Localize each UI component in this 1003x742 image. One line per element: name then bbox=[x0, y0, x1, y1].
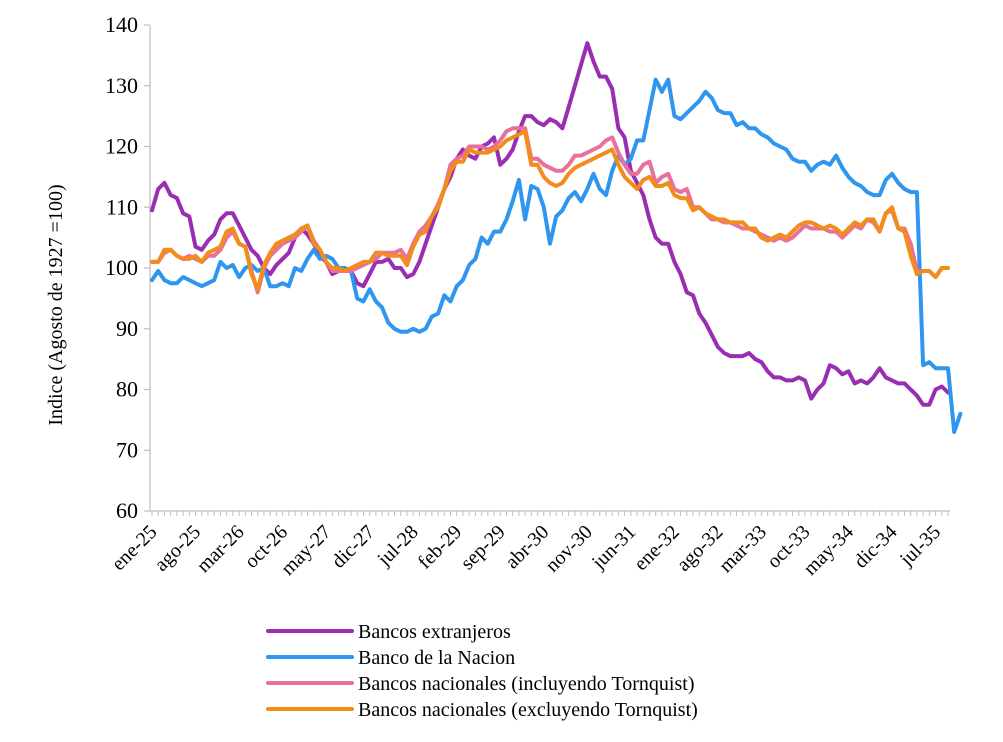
y-tick-label: 90 bbox=[116, 316, 138, 341]
y-tick-label: 120 bbox=[105, 134, 138, 159]
x-tick-label: mar-26 bbox=[192, 521, 248, 577]
y-tick-label: 140 bbox=[105, 12, 138, 37]
series-lines bbox=[150, 41, 963, 434]
y-tick-label: 110 bbox=[106, 194, 138, 219]
legend: Bancos extranjeros Banco de la Nacion Banc… bbox=[266, 621, 698, 721]
y-tick-label: 60 bbox=[116, 498, 138, 523]
legend-label: Bancos extranjeros bbox=[358, 621, 511, 643]
series-line-3 bbox=[150, 126, 950, 295]
x-tick-label: dic-34 bbox=[850, 521, 902, 573]
legend-label: Bancos nacionales (excluyendo Tornquist) bbox=[358, 699, 698, 721]
x-tick-label: jun-31 bbox=[587, 521, 640, 574]
x-tick-label: ene-32 bbox=[630, 521, 684, 575]
axes bbox=[149, 25, 950, 512]
x-tick-label: ene-25 bbox=[107, 521, 161, 575]
x-tick-label: jul-35 bbox=[895, 521, 945, 571]
x-axis-ticks: ene-25ago-25mar-26oct-26may-27dic-27jul-… bbox=[107, 511, 949, 580]
series-line-1 bbox=[150, 41, 950, 407]
y-tick-label: 130 bbox=[105, 73, 138, 98]
y-axis-label: Indice (Agosto de 1927 =100) bbox=[45, 184, 67, 425]
x-tick-label: ago-32 bbox=[673, 521, 728, 576]
legend-label: Bancos nacionales (incluyendo Tornquist) bbox=[358, 673, 694, 695]
x-tick-label: mar-33 bbox=[715, 521, 771, 577]
legend-label: Banco de la Nacion bbox=[358, 647, 515, 669]
x-tick-label: sep-29 bbox=[457, 521, 510, 574]
x-tick-label: jul-28 bbox=[373, 521, 423, 571]
y-tick-label: 100 bbox=[105, 255, 138, 280]
series-line-4 bbox=[150, 129, 950, 292]
x-tick-label: may-34 bbox=[799, 521, 858, 580]
x-tick-label: ago-25 bbox=[150, 521, 205, 576]
y-tick-label: 80 bbox=[116, 377, 138, 402]
y-tick-label: 70 bbox=[116, 437, 138, 462]
x-tick-label: may-27 bbox=[277, 521, 336, 580]
x-tick-label: feb-29 bbox=[414, 521, 466, 573]
x-tick-label: dic-27 bbox=[328, 521, 380, 573]
y-axis-ticks: 60 70 80 90 100 110 120 130 140 bbox=[105, 12, 150, 523]
x-tick-label: nov-30 bbox=[541, 521, 597, 577]
series-line-2 bbox=[150, 77, 963, 434]
